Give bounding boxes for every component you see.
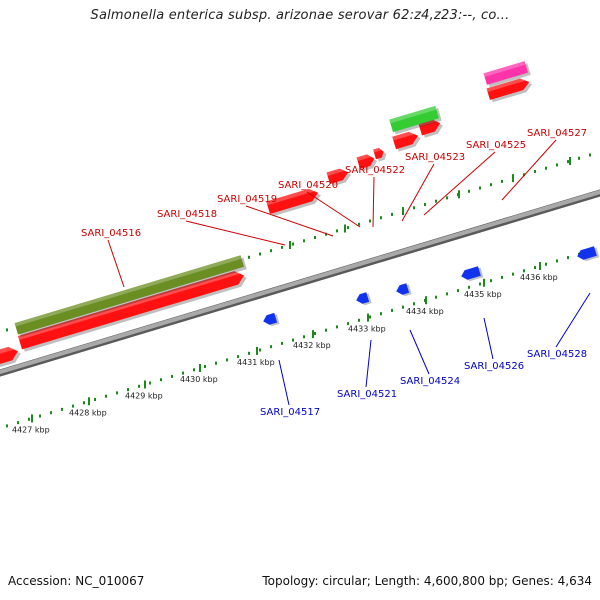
gene-label-SARI_04527: SARI_04527 [527, 128, 587, 139]
kbp-tick-label: 4429 kbp [125, 392, 163, 401]
cds-SARI_04527-body [486, 78, 530, 100]
cds-SARI_04520-highlight [326, 168, 345, 176]
cds-SARI_04519-body [266, 188, 319, 214]
gene-label-SARI_04524: SARI_04524 [400, 376, 460, 387]
feature-olive-block [14, 255, 247, 337]
feature-magenta-block-highlight [483, 61, 526, 77]
kbp-tick-label: 4431 kbp [237, 358, 275, 367]
cds-SARI_04521-body [356, 292, 370, 304]
kbp-tick-label: 4436 kbp [520, 273, 558, 282]
leader-SARI_04517 [278, 359, 290, 406]
cds-SARI_04526 [461, 266, 484, 282]
feature-green-block-highlight [389, 105, 437, 124]
cds-SARI_04525-highlight [418, 119, 437, 127]
cds-SARI_04522a-body [356, 154, 375, 169]
gene-label-SARI_04526: SARI_04526 [464, 361, 524, 372]
cds-SARI_04524-body [396, 283, 410, 295]
leader-SARI_04527 [501, 139, 557, 201]
genome-backbone [0, 189, 600, 377]
cds-SARI_04525 [418, 119, 443, 138]
kbp-tick-label: 4435 kbp [464, 290, 502, 299]
gene-label-SARI_04518: SARI_04518 [157, 209, 217, 220]
cds-SARI_04516 [17, 271, 247, 352]
kbp-tick-label: 4430 kbp [180, 375, 218, 384]
kbp-tick-label: 4433 kbp [348, 325, 386, 334]
leader-SARI_04522 [372, 176, 375, 228]
gene-label-SARI_04517: SARI_04517 [260, 407, 320, 418]
feature-magenta-block [483, 61, 531, 88]
gene-label-SARI_04519: SARI_04519 [217, 194, 277, 205]
cds-left-edge [0, 346, 21, 368]
kbp-tick-label: 4434 kbp [406, 307, 444, 316]
leader-SARI_04520 [306, 191, 361, 228]
cds-SARI_04520 [326, 168, 352, 187]
cds-SARI_04517-body [263, 312, 278, 325]
feature-olive-block-body [14, 255, 245, 335]
leader-SARI_04523 [401, 163, 435, 222]
cds-SARI_04524 [396, 283, 412, 297]
feature-green-block [389, 105, 442, 135]
leader-SARI_04519 [245, 205, 334, 237]
feature-olive-block-highlight [14, 255, 242, 327]
cds-SARI_04522b-highlight [373, 147, 382, 153]
gene-label-SARI_04522: SARI_04522 [345, 165, 405, 176]
leader-SARI_04528 [555, 292, 591, 348]
cds-SARI_04523-body [392, 131, 419, 150]
cds-SARI_04526-body [461, 266, 481, 280]
cds-SARI_04522b [373, 147, 387, 162]
cds-SARI_04528 [577, 246, 600, 262]
cds-SARI_04525-body [418, 119, 441, 136]
gene-labels: SARI_04516 SARI_04518SARI_04519SARI_04520… [81, 128, 587, 418]
leader-SARI_04518 [185, 220, 286, 246]
leader-SARI_04526 [483, 317, 494, 360]
kbp-tick-label: 4427 kbp [12, 425, 50, 434]
feature-magenta-block-body [483, 61, 528, 85]
label-leader-lines [107, 139, 591, 406]
map-title: Salmonella enterica subsp. arizonae sero… [90, 8, 510, 23]
feature-green-block-body [389, 105, 439, 133]
cds-SARI_04521 [356, 292, 372, 306]
cds-left-edge-highlight [0, 346, 15, 356]
kbp-tick-label: 4428 kbp [69, 408, 107, 417]
leader-SARI_04525 [423, 151, 496, 216]
leader-SARI_04516 [107, 239, 125, 288]
cds-SARI_04523-highlight [392, 131, 415, 141]
cds-SARI_04522a [356, 154, 378, 172]
cds-left-edge-body [0, 346, 18, 366]
cds-SARI_04528-body [577, 246, 597, 260]
cds-SARI_04522b-body [373, 147, 384, 160]
kbp-tick-label: 4432 kbp [293, 341, 331, 350]
cds-SARI_04520-body [326, 168, 349, 184]
feature-track [0, 61, 600, 368]
gene-label-SARI_04521: SARI_04521 [337, 389, 397, 400]
gene-label-SARI_04523: SARI_04523 [405, 152, 465, 163]
cds-SARI_04517 [263, 312, 280, 327]
accession-text: Accession: NC_010067 [8, 574, 145, 588]
gene-label-SARI_04520: SARI_04520 [278, 180, 338, 191]
cds-SARI_04519-highlight [266, 188, 315, 206]
cds-SARI_04527 [486, 78, 533, 103]
gene-label-SARI_04528: SARI_04528 [527, 349, 587, 360]
cds-SARI_04519 [266, 188, 321, 217]
leader-SARI_04524 [409, 329, 430, 375]
cds-SARI_04516-highlight [17, 271, 241, 341]
backbone-line [0, 189, 600, 375]
cds-SARI_04522a-highlight [356, 154, 372, 161]
leader-SARI_04521 [365, 339, 372, 388]
genome-stats-text: Topology: circular; Length: 4,600,800 bp… [262, 574, 592, 588]
gene-label-SARI_04525: SARI_04525 [466, 140, 526, 151]
cds-SARI_04516-body [17, 271, 244, 350]
cds-SARI_04523 [392, 131, 421, 152]
cds-SARI_04527-highlight [486, 78, 526, 92]
gene-label-SARI_04516: SARI_04516 [81, 228, 141, 239]
